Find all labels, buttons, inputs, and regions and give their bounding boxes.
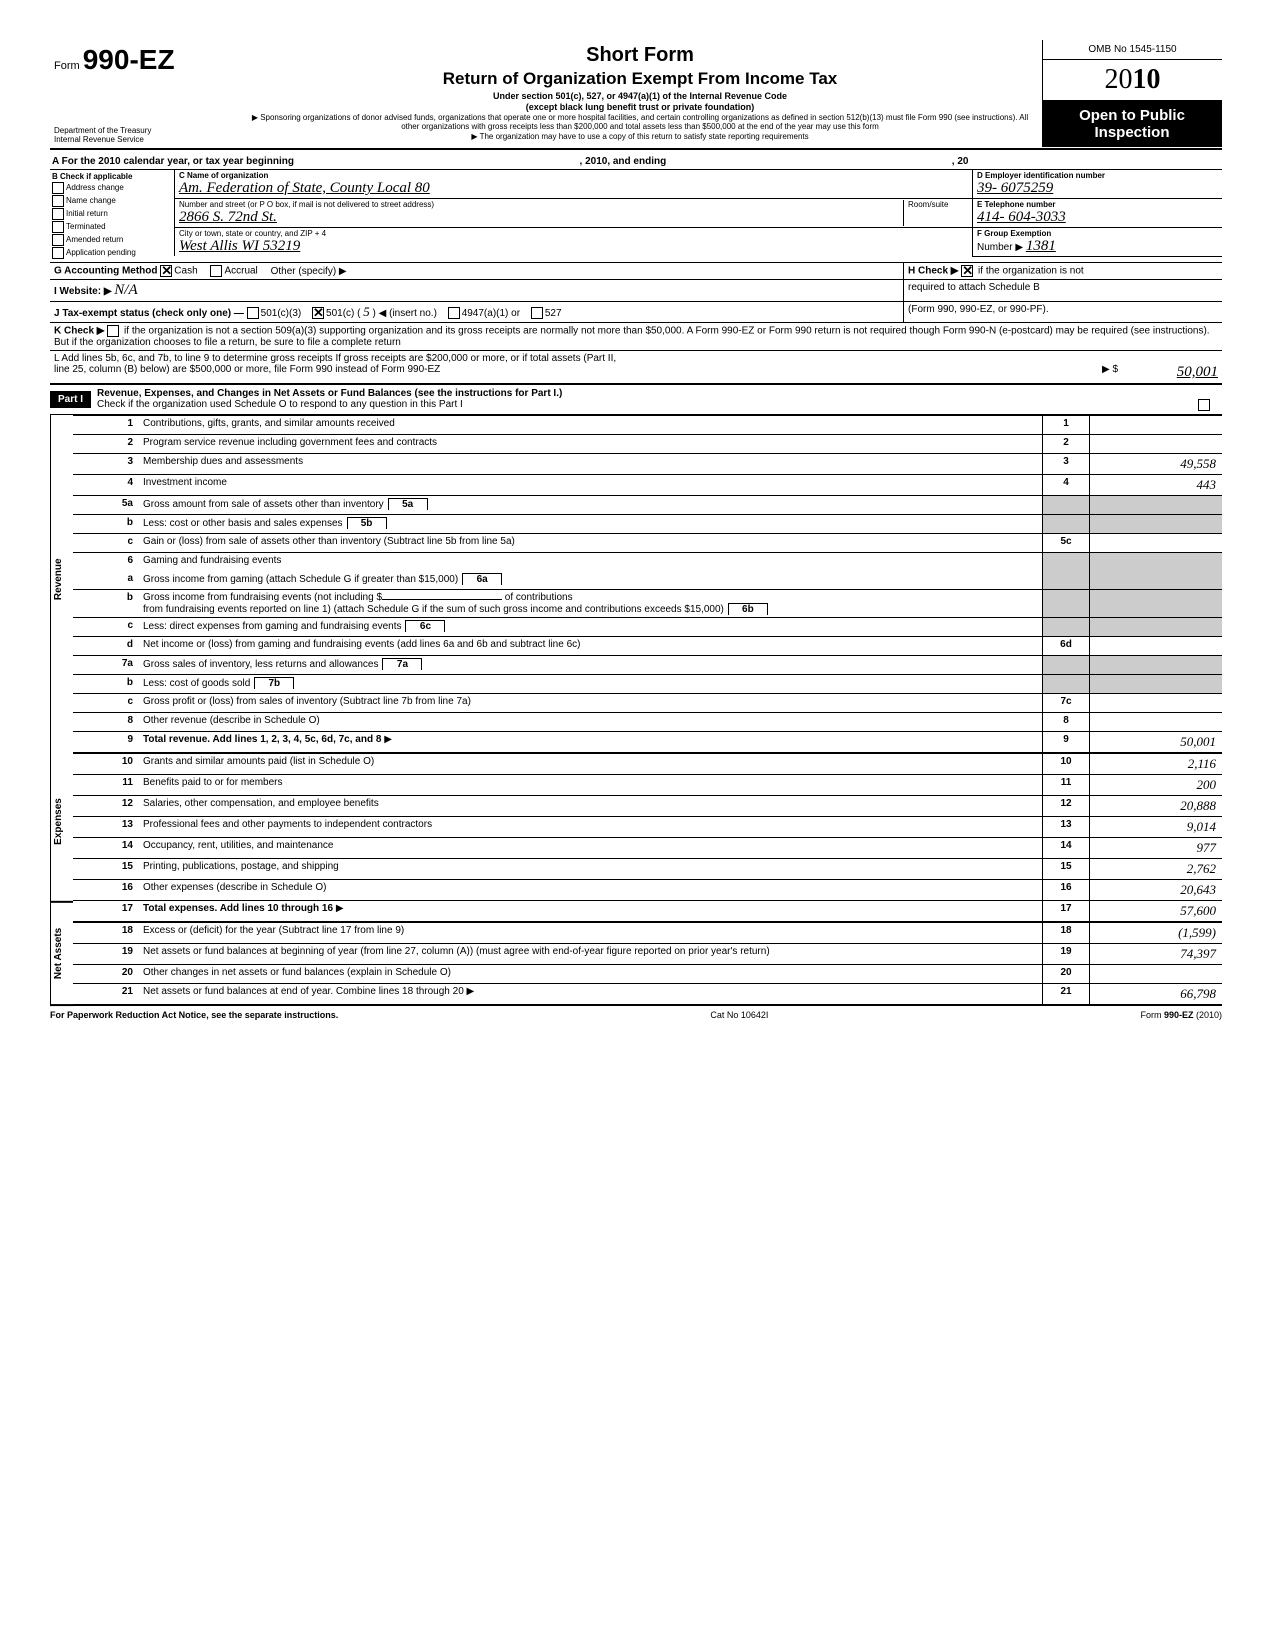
line-9: 9Total revenue. Add lines 1, 2, 3, 4, 5c… <box>73 731 1222 752</box>
line-4: 4Investment income4443 <box>73 474 1222 495</box>
line-21: 21Net assets or fund balances at end of … <box>73 983 1222 1006</box>
row-gh: G Accounting Method Cash Accrual Other (… <box>50 263 1222 280</box>
footer-right: Form 990-EZ (2010) <box>1140 1010 1222 1020</box>
line-3: 3Membership dues and assessments349,558 <box>73 453 1222 474</box>
form-number: Form 990-EZ <box>54 44 234 76</box>
cb-accrual[interactable] <box>210 265 222 277</box>
line-7c: cGross profit or (loss) from sales of in… <box>73 693 1222 712</box>
header-note2: ▶ The organization may have to use a cop… <box>248 132 1032 141</box>
row-j: J Tax-exempt status (check only one) — 5… <box>50 302 1222 323</box>
line-14: 14Occupancy, rent, utilities, and mainte… <box>73 837 1222 858</box>
omb-number: OMB No 1545-1150 <box>1042 40 1222 60</box>
line-12: 12Salaries, other compensation, and empl… <box>73 795 1222 816</box>
footer-left: For Paperwork Reduction Act Notice, see … <box>50 1010 338 1020</box>
line-7a: 7aGross sales of inventory, less returns… <box>73 655 1222 674</box>
cb-501c[interactable] <box>312 307 324 319</box>
open-to-public: Open to Public Inspection <box>1042 101 1222 147</box>
line-a: A For the 2010 calendar year, or tax yea… <box>50 150 1222 170</box>
website: N/A <box>114 282 137 298</box>
line-6b: bGross income from fundraising events (n… <box>73 589 1222 617</box>
org-name: Am. Federation of State, County Local 80 <box>179 180 430 196</box>
insert-no: 5 <box>363 304 370 319</box>
line-5c: cGain or (loss) from sale of assets othe… <box>73 533 1222 552</box>
ein: 39- 6075259 <box>977 180 1053 196</box>
cb-address-change[interactable] <box>52 182 64 194</box>
label-revenue: Revenue <box>50 415 73 743</box>
line-1: 1Contributions, gifts, grants, and simil… <box>73 415 1222 434</box>
cb-section-k[interactable] <box>107 325 119 337</box>
row-i: I Website: ▶ N/A required to attach Sche… <box>50 280 1222 302</box>
cb-4947[interactable] <box>448 307 460 319</box>
line-17: 17Total expenses. Add lines 10 through 1… <box>73 900 1222 921</box>
page-footer: For Paperwork Reduction Act Notice, see … <box>50 1006 1222 1020</box>
org-city: West Allis WI 53219 <box>179 238 300 254</box>
line-7b: bLess: cost of goods sold7b <box>73 674 1222 693</box>
footer-center: Cat No 10642I <box>710 1010 768 1020</box>
tax-year: 2010 <box>1042 60 1222 101</box>
subtitle-except: (except black lung benefit trust or priv… <box>248 102 1032 112</box>
line-11: 11Benefits paid to or for members11200 <box>73 774 1222 795</box>
org-address: 2866 S. 72nd St. <box>179 209 277 225</box>
line-5a: 5aGross amount from sale of assets other… <box>73 495 1222 514</box>
subtitle-code: Under section 501(c), 527, or 4947(a)(1)… <box>248 91 1032 101</box>
line-5b: bLess: cost or other basis and sales exp… <box>73 514 1222 533</box>
cb-amended[interactable] <box>52 234 64 246</box>
line-19: 19Net assets or fund balances at beginni… <box>73 943 1222 964</box>
gross-receipts: 50,001 <box>1118 364 1218 381</box>
line-16: 16Other expenses (describe in Schedule O… <box>73 879 1222 900</box>
dept-irs: Internal Revenue Service <box>54 135 234 144</box>
cb-initial-return[interactable] <box>52 208 64 220</box>
cb-terminated[interactable] <box>52 221 64 233</box>
title-short-form: Short Form <box>248 44 1032 67</box>
group-exemption: 1381 <box>1026 238 1056 254</box>
label-net-assets: Net Assets <box>50 903 73 1006</box>
dept-treasury: Department of the Treasury <box>54 126 234 135</box>
line-20: 20Other changes in net assets or fund ba… <box>73 964 1222 983</box>
section-def: D Employer identification number 39- 607… <box>972 170 1222 262</box>
phone: 414- 604-3033 <box>977 209 1066 225</box>
part1-body: Revenue Expenses Net Assets 1Contributio… <box>50 415 1222 1006</box>
part1-header: Part I Revenue, Expenses, and Changes in… <box>50 383 1222 415</box>
line-6a: aGross income from gaming (attach Schedu… <box>73 571 1222 589</box>
label-expenses: Expenses <box>50 743 73 903</box>
form-header: Form 990-EZ Department of the Treasury I… <box>50 40 1222 150</box>
line-6c: cLess: direct expenses from gaming and f… <box>73 617 1222 636</box>
entity-block: B Check if applicable Address change Nam… <box>50 170 1222 263</box>
row-k: K Check ▶ if the organization is not a s… <box>50 323 1222 351</box>
line-6: 6Gaming and fundraising events <box>73 552 1222 571</box>
section-c: C Name of organization Am. Federation of… <box>174 170 972 262</box>
line-10: 10Grants and similar amounts paid (list … <box>73 752 1222 774</box>
header-note1: ▶ Sponsoring organizations of donor advi… <box>248 113 1032 131</box>
section-b: B Check if applicable Address change Nam… <box>50 170 174 262</box>
title-return: Return of Organization Exempt From Incom… <box>248 69 1032 89</box>
cb-name-change[interactable] <box>52 195 64 207</box>
cb-cash[interactable] <box>160 265 172 277</box>
line-13: 13Professional fees and other payments t… <box>73 816 1222 837</box>
line-6d: dNet income or (loss) from gaming and fu… <box>73 636 1222 655</box>
cb-no-schedule-b[interactable] <box>961 265 973 277</box>
line-18: 18Excess or (deficit) for the year (Subt… <box>73 921 1222 943</box>
row-l: L Add lines 5b, 6c, and 7b, to line 9 to… <box>50 351 1222 383</box>
cb-527[interactable] <box>531 307 543 319</box>
line-2: 2Program service revenue including gover… <box>73 434 1222 453</box>
cb-501c3[interactable] <box>247 307 259 319</box>
cb-schedule-o[interactable] <box>1198 399 1210 411</box>
line-8: 8Other revenue (describe in Schedule O)8 <box>73 712 1222 731</box>
cb-pending[interactable] <box>52 247 64 259</box>
line-15: 15Printing, publications, postage, and s… <box>73 858 1222 879</box>
